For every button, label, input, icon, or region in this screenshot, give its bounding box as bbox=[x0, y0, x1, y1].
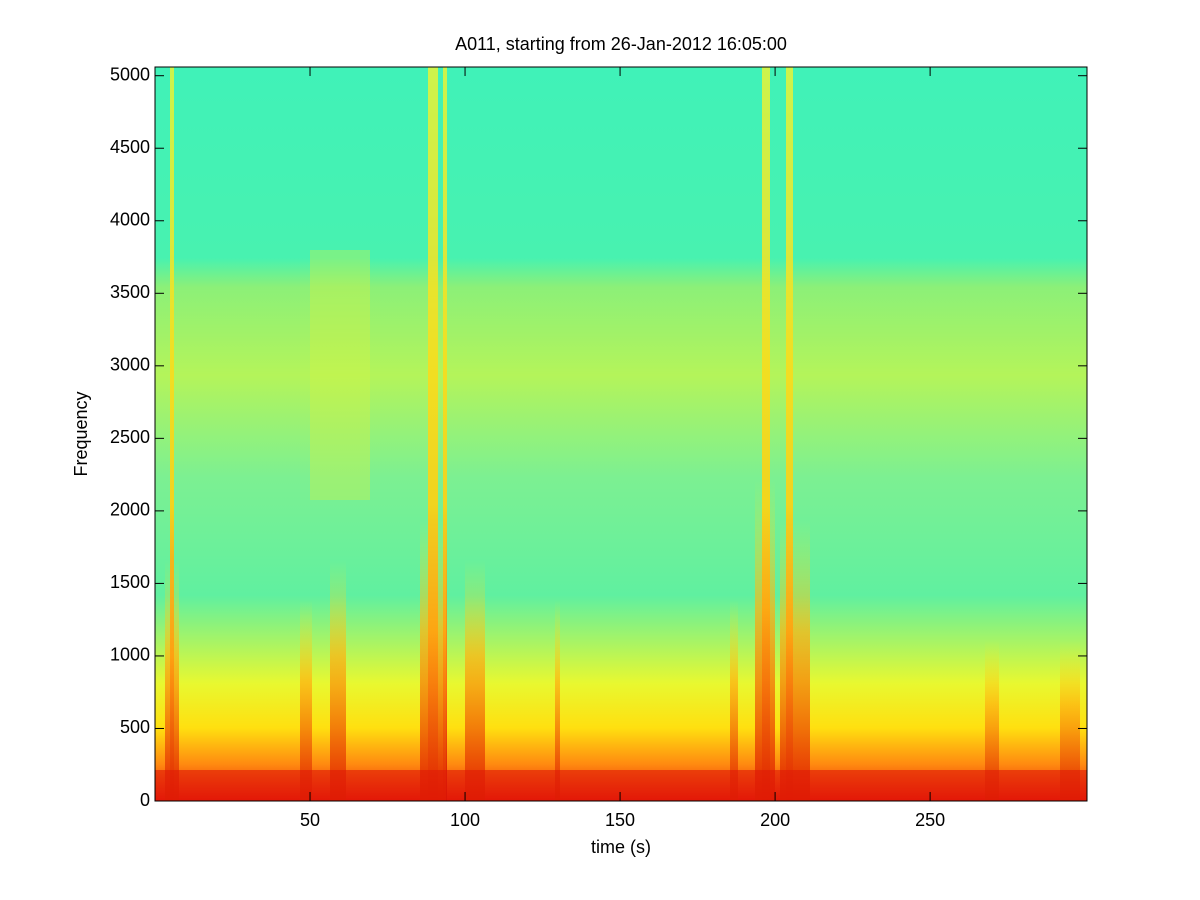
x-tick-label: 100 bbox=[450, 810, 480, 830]
x-tick-label: 200 bbox=[760, 810, 790, 830]
x-tick-label: 50 bbox=[300, 810, 320, 830]
y-tick-label: 2500 bbox=[110, 427, 150, 447]
y-tick-label: 4500 bbox=[110, 137, 150, 157]
y-tick-label: 3000 bbox=[110, 355, 150, 375]
y-tick-label: 500 bbox=[120, 717, 150, 737]
x-axis-label: time (s) bbox=[591, 837, 651, 857]
y-axis-label: Frequency bbox=[71, 391, 91, 476]
y-tick-label: 1500 bbox=[110, 572, 150, 592]
y-tick-label: 2000 bbox=[110, 500, 150, 520]
y-tick-label: 5000 bbox=[110, 64, 150, 84]
x-tick-label: 150 bbox=[605, 810, 635, 830]
spectrogram-image bbox=[155, 67, 1087, 801]
y-tick-label: 1000 bbox=[110, 645, 150, 665]
y-tick-label: 3500 bbox=[110, 282, 150, 302]
y-tick-label: 0 bbox=[140, 790, 150, 810]
y-tick-label: 4000 bbox=[110, 210, 150, 230]
chart-title: A011, starting from 26-Jan-2012 16:05:00 bbox=[455, 34, 787, 54]
x-tick-label: 250 bbox=[915, 810, 945, 830]
axes-box bbox=[154, 66, 1088, 802]
